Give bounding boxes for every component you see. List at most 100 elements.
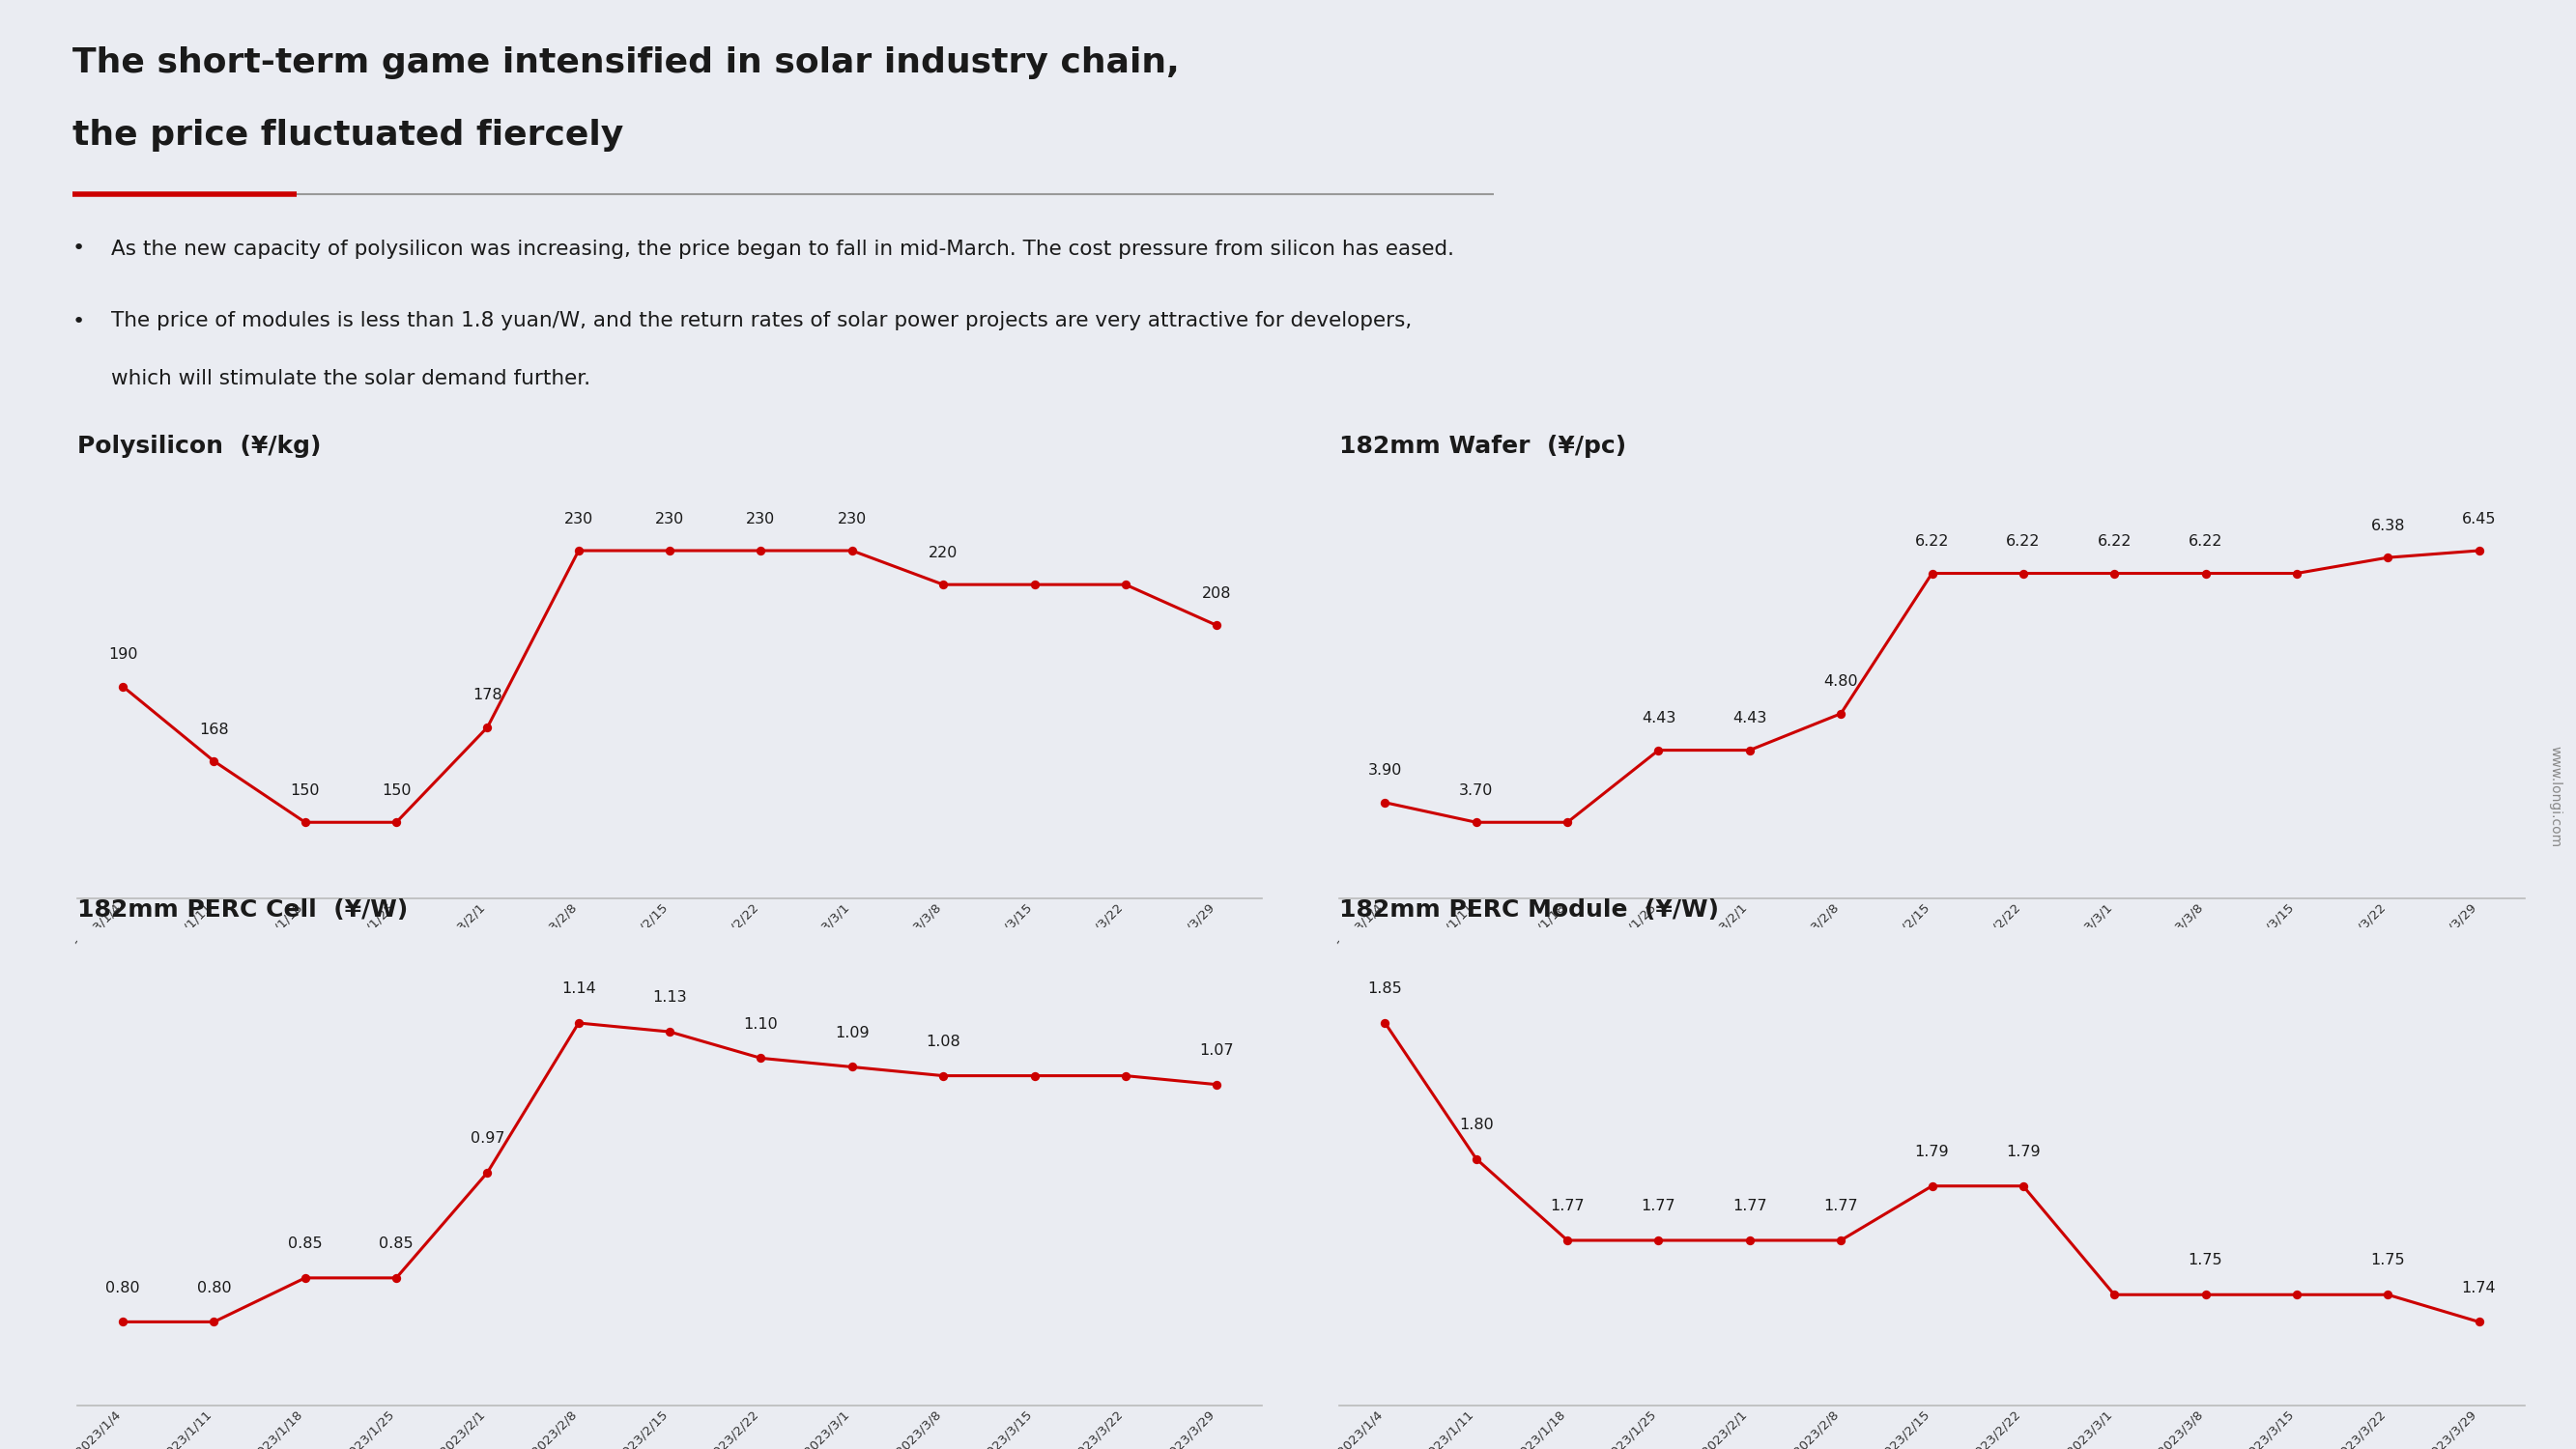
Text: 6.22: 6.22 bbox=[2097, 535, 2130, 549]
Point bbox=[466, 1161, 507, 1184]
Point bbox=[1911, 1174, 1953, 1197]
Point bbox=[1015, 572, 1056, 596]
Point bbox=[1638, 1229, 1680, 1252]
Text: 6.45: 6.45 bbox=[2463, 511, 2496, 526]
Point bbox=[649, 1020, 690, 1043]
Point bbox=[832, 539, 873, 562]
Text: the price fluctuated fiercely: the price fluctuated fiercely bbox=[72, 119, 623, 152]
Text: 168: 168 bbox=[198, 722, 229, 736]
Text: 3.90: 3.90 bbox=[1368, 764, 1401, 778]
Point bbox=[103, 675, 144, 698]
Text: 178: 178 bbox=[471, 688, 502, 703]
Text: •: • bbox=[72, 312, 85, 330]
Point bbox=[1015, 1064, 1056, 1087]
Point bbox=[2002, 1174, 2043, 1197]
Point bbox=[2002, 562, 2043, 585]
Point bbox=[2367, 546, 2409, 569]
Text: 182mm Wafer  (¥/pc): 182mm Wafer (¥/pc) bbox=[1340, 435, 1625, 458]
Text: 230: 230 bbox=[654, 511, 685, 526]
Point bbox=[739, 1046, 781, 1069]
Point bbox=[2458, 539, 2499, 562]
Text: As the new capacity of polysilicon was increasing, the price began to fall in mi: As the new capacity of polysilicon was i… bbox=[111, 239, 1453, 258]
Point bbox=[466, 716, 507, 739]
Text: 220: 220 bbox=[927, 546, 958, 561]
Point bbox=[2367, 1284, 2409, 1307]
Text: 1.77: 1.77 bbox=[1551, 1198, 1584, 1213]
Text: 1.09: 1.09 bbox=[835, 1026, 868, 1040]
Point bbox=[1365, 791, 1406, 814]
Text: 0.85: 0.85 bbox=[379, 1236, 415, 1250]
Point bbox=[1105, 572, 1146, 596]
Point bbox=[1546, 811, 1587, 835]
Point bbox=[1821, 703, 1862, 726]
Point bbox=[193, 1310, 234, 1333]
Point bbox=[1195, 1072, 1236, 1095]
Point bbox=[1455, 811, 1497, 835]
Text: 230: 230 bbox=[837, 511, 866, 526]
Text: 1.13: 1.13 bbox=[652, 991, 688, 1006]
Text: 6.22: 6.22 bbox=[1914, 535, 1950, 549]
Point bbox=[559, 1011, 600, 1035]
Point bbox=[2277, 1284, 2318, 1307]
Text: 182mm PERC Module  (¥/W): 182mm PERC Module (¥/W) bbox=[1340, 898, 1718, 922]
Point bbox=[1728, 1229, 1770, 1252]
Text: 230: 230 bbox=[747, 511, 775, 526]
Point bbox=[739, 539, 781, 562]
Text: 150: 150 bbox=[291, 784, 319, 798]
Text: 1.75: 1.75 bbox=[2370, 1253, 2406, 1268]
Text: 1.80: 1.80 bbox=[1458, 1117, 1494, 1132]
Point bbox=[1638, 739, 1680, 762]
Text: 4.80: 4.80 bbox=[1824, 675, 1857, 690]
Point bbox=[193, 749, 234, 772]
Text: 1.85: 1.85 bbox=[1368, 981, 1401, 995]
Point bbox=[2094, 562, 2136, 585]
Text: 1.77: 1.77 bbox=[1641, 1198, 1677, 1213]
Text: 0.97: 0.97 bbox=[471, 1132, 505, 1146]
Point bbox=[649, 539, 690, 562]
Point bbox=[2184, 1284, 2226, 1307]
Point bbox=[1911, 562, 1953, 585]
Text: which will stimulate the solar demand further.: which will stimulate the solar demand fu… bbox=[111, 369, 590, 388]
Text: 0.80: 0.80 bbox=[196, 1281, 232, 1295]
Text: 12: 12 bbox=[2429, 1365, 2486, 1406]
Text: •: • bbox=[72, 239, 85, 258]
Point bbox=[559, 539, 600, 562]
Text: 4.43: 4.43 bbox=[1641, 711, 1674, 726]
Point bbox=[922, 1064, 963, 1087]
Point bbox=[2184, 562, 2226, 585]
Text: 150: 150 bbox=[381, 784, 412, 798]
Text: 1.14: 1.14 bbox=[562, 981, 595, 995]
Text: 190: 190 bbox=[108, 648, 137, 662]
Text: 1.74: 1.74 bbox=[2463, 1281, 2496, 1295]
Point bbox=[376, 1266, 417, 1290]
Point bbox=[1546, 1229, 1587, 1252]
Point bbox=[1365, 1011, 1406, 1035]
Text: 1.08: 1.08 bbox=[925, 1035, 961, 1049]
Text: 182mm PERC Cell  (¥/W): 182mm PERC Cell (¥/W) bbox=[77, 898, 407, 922]
Text: The short-term game intensified in solar industry chain,: The short-term game intensified in solar… bbox=[72, 46, 1180, 80]
Point bbox=[376, 811, 417, 835]
Point bbox=[832, 1055, 873, 1078]
Point bbox=[1455, 1148, 1497, 1171]
Text: 4.43: 4.43 bbox=[1734, 711, 1767, 726]
Text: 6.22: 6.22 bbox=[2187, 535, 2223, 549]
Point bbox=[1821, 1229, 1862, 1252]
Point bbox=[283, 1266, 325, 1290]
Text: 0.85: 0.85 bbox=[289, 1236, 322, 1250]
Point bbox=[1728, 739, 1770, 762]
Text: 1.77: 1.77 bbox=[1734, 1198, 1767, 1213]
Text: 1.79: 1.79 bbox=[2007, 1145, 2040, 1159]
Point bbox=[2094, 1284, 2136, 1307]
Text: 0.80: 0.80 bbox=[106, 1281, 139, 1295]
Point bbox=[922, 572, 963, 596]
Text: 1.07: 1.07 bbox=[1200, 1043, 1234, 1058]
Point bbox=[1105, 1064, 1146, 1087]
Text: 208: 208 bbox=[1203, 587, 1231, 601]
Text: 230: 230 bbox=[564, 511, 592, 526]
Text: Polysilicon  (¥/kg): Polysilicon (¥/kg) bbox=[77, 435, 322, 458]
Text: www.longi.com: www.longi.com bbox=[2548, 746, 2563, 848]
Text: 1.79: 1.79 bbox=[1914, 1145, 1950, 1159]
Point bbox=[1195, 614, 1236, 638]
Point bbox=[103, 1310, 144, 1333]
Text: 3.70: 3.70 bbox=[1458, 784, 1494, 798]
